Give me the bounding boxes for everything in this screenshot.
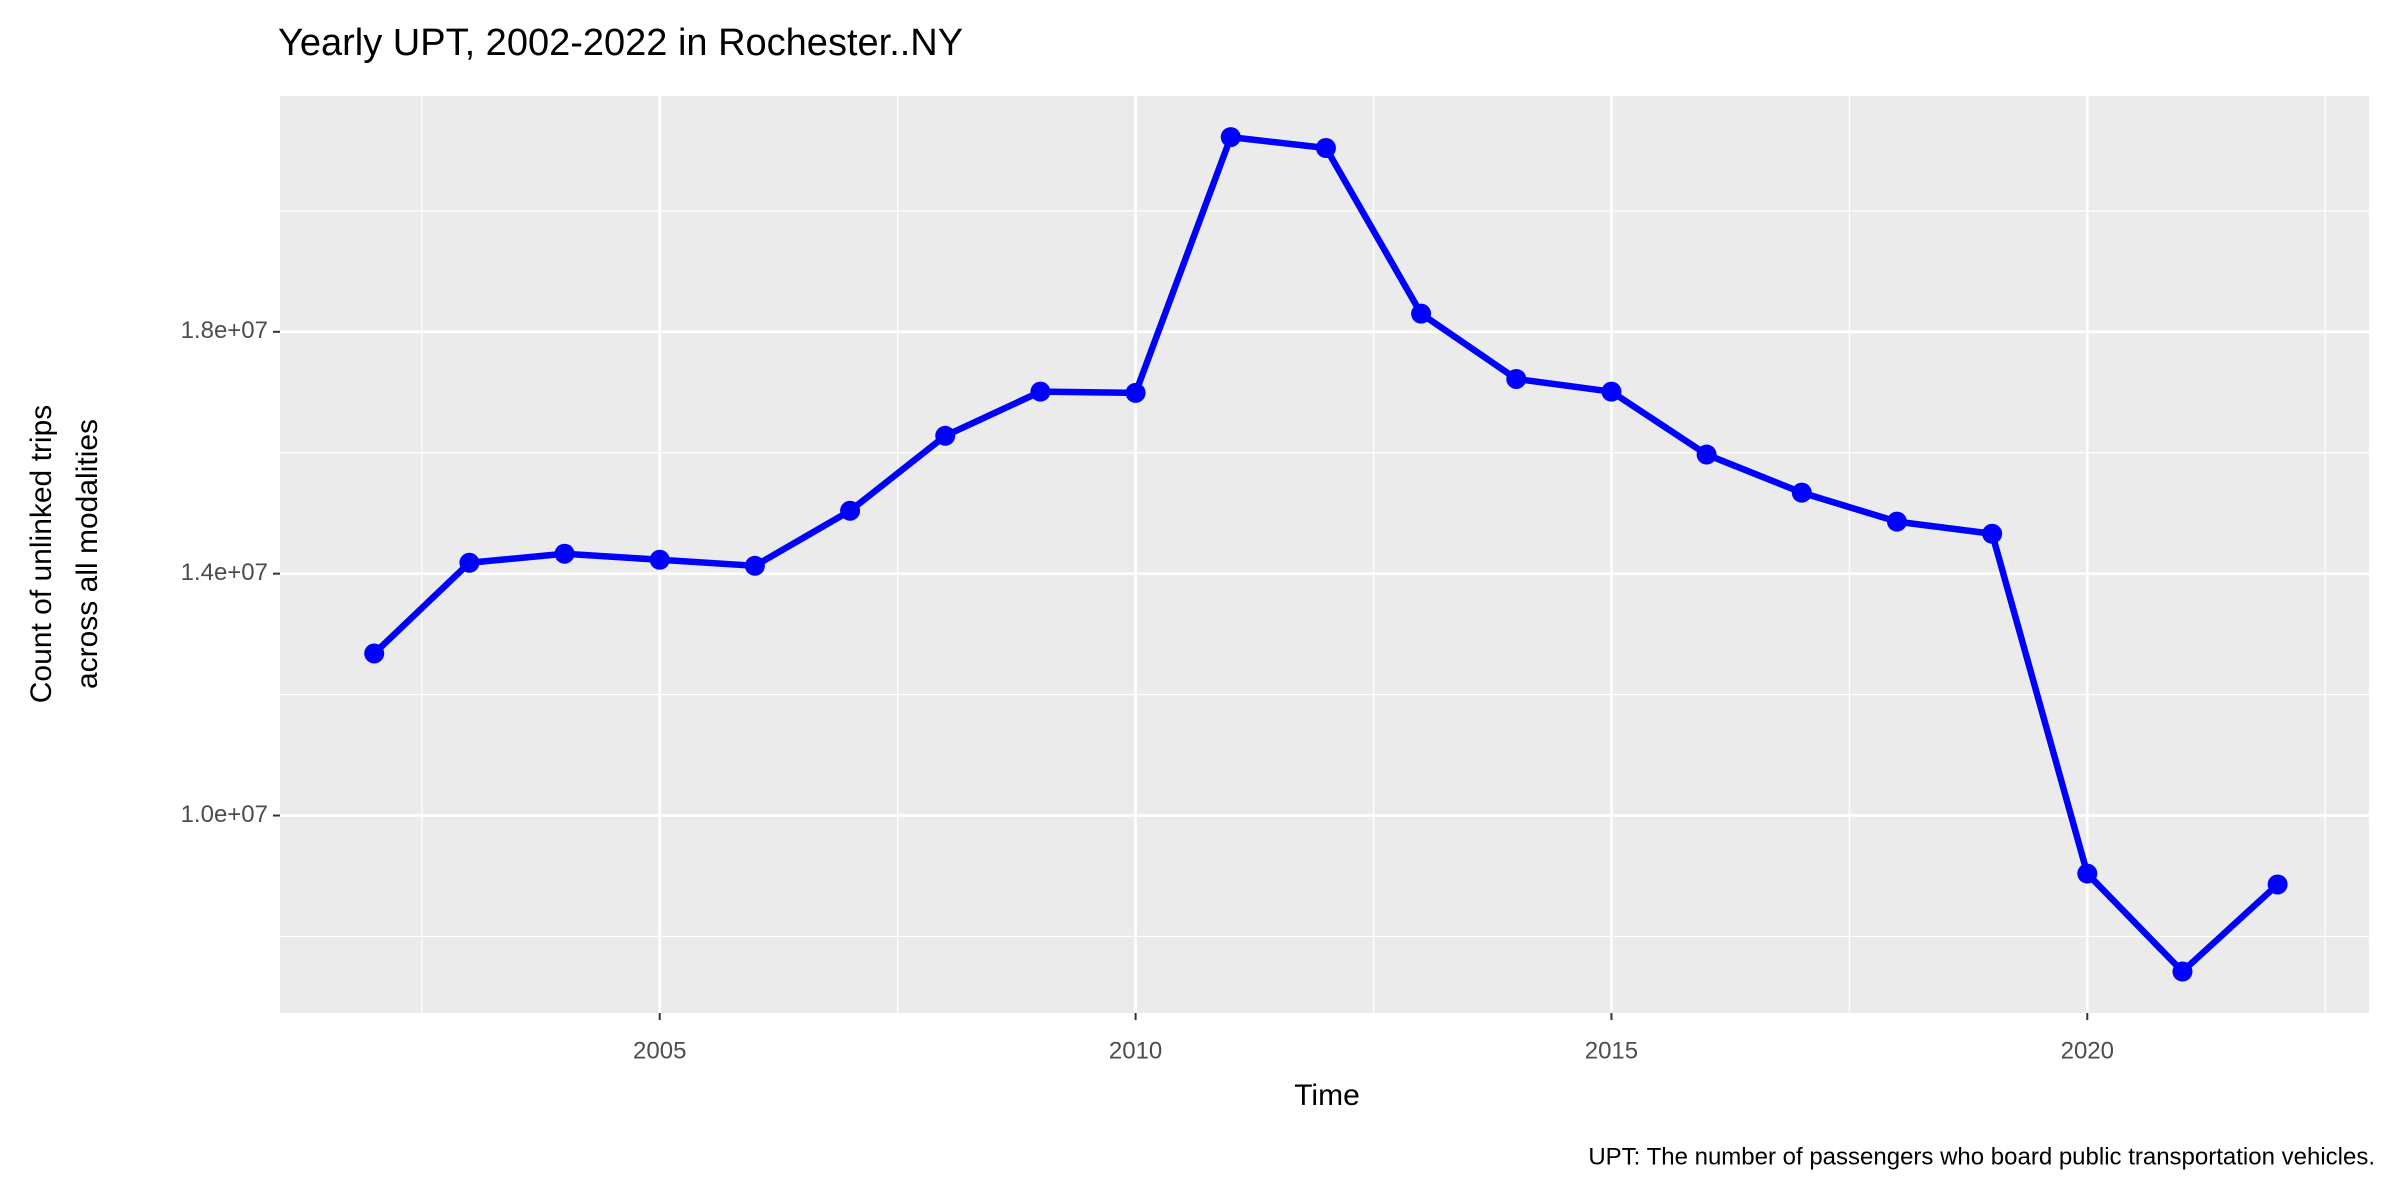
y-tick-label: 1.0e+07 xyxy=(181,801,268,828)
point xyxy=(1506,368,1527,389)
point xyxy=(1886,511,1907,532)
x-axis-title: Time xyxy=(1294,1079,1360,1112)
y-axis-title: Count of unlinked trips xyxy=(25,405,58,704)
y-tick-label: 1.8e+07 xyxy=(181,317,268,344)
point xyxy=(1696,444,1717,465)
point xyxy=(1220,127,1241,148)
y-axis-title: across all modalities xyxy=(71,419,104,689)
x-tick-label: 2015 xyxy=(1585,1037,1638,1064)
point xyxy=(1411,303,1432,324)
point xyxy=(2077,863,2098,884)
point xyxy=(1791,482,1812,503)
point xyxy=(649,549,670,570)
point xyxy=(1315,137,1336,158)
point xyxy=(554,543,575,564)
point xyxy=(1982,523,2003,544)
point xyxy=(2267,874,2288,895)
point xyxy=(1125,382,1146,403)
point xyxy=(935,425,956,446)
point xyxy=(364,643,385,664)
x-tick-label: 2005 xyxy=(633,1037,686,1064)
point xyxy=(840,500,861,521)
chart-title: Yearly UPT, 2002-2022 in Rochester..NY xyxy=(278,22,963,64)
x-tick-label: 2020 xyxy=(2061,1037,2114,1064)
point xyxy=(1030,381,1051,402)
caption: UPT: The number of passengers who board … xyxy=(1588,1143,2375,1170)
point xyxy=(459,552,480,573)
point xyxy=(744,555,765,576)
y-tick-label: 1.4e+07 xyxy=(181,559,268,586)
point xyxy=(1601,381,1622,402)
x-tick-label: 2010 xyxy=(1109,1037,1162,1064)
point xyxy=(2172,961,2193,982)
